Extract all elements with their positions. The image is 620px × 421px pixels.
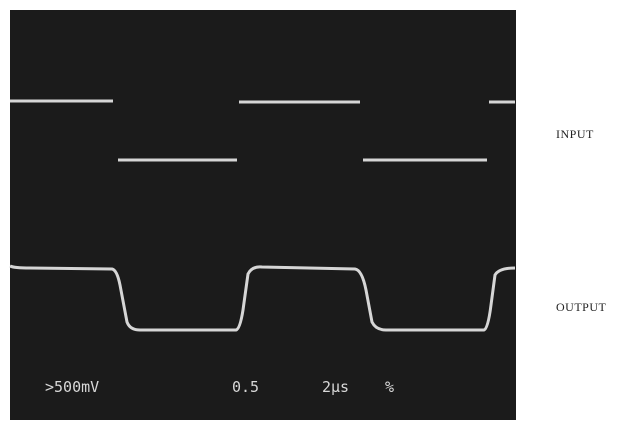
input-label: INPUT [556, 127, 594, 141]
mode-readout: % [385, 378, 394, 396]
figure: >500mV 0.5 2µs % INPUT OUTPUT [0, 0, 620, 421]
output-label: OUTPUT [556, 300, 607, 314]
time-readout: 2µs [322, 378, 349, 396]
scope-screen [10, 10, 516, 420]
ratio-readout: 0.5 [232, 378, 259, 396]
volts-readout: >500mV [45, 378, 99, 396]
oscilloscope-figure: >500mV 0.5 2µs % INPUT OUTPUT [0, 0, 620, 421]
